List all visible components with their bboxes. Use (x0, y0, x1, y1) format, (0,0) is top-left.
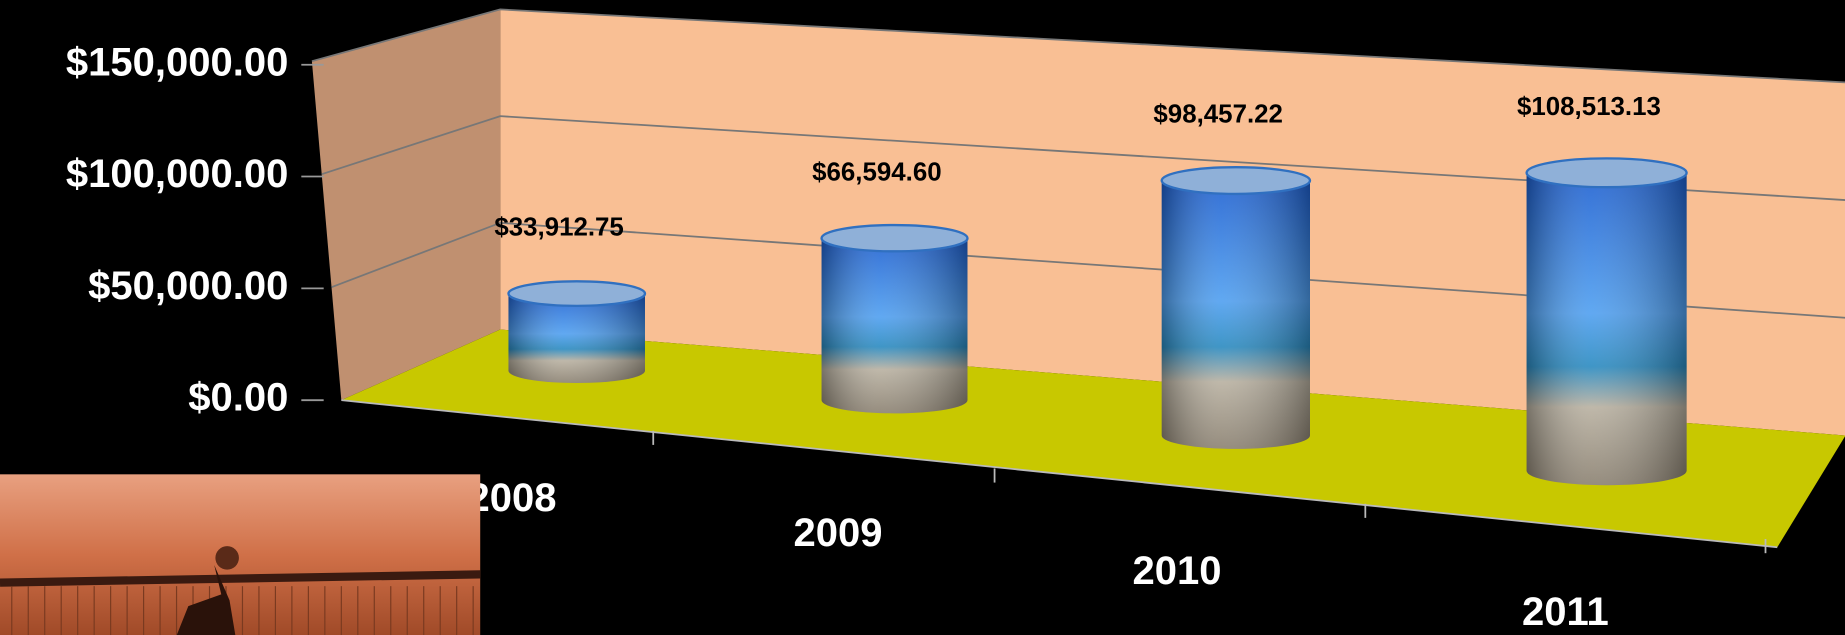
bar-top (820, 223, 969, 253)
bar-shade (508, 293, 645, 384)
photo-inset (0, 474, 481, 635)
bar-shade (1161, 180, 1311, 449)
photo-ball (215, 546, 239, 570)
y-tick-label: $100,000.00 (66, 152, 288, 196)
x-tick-label: 2009 (794, 511, 883, 555)
bar-top (507, 280, 647, 308)
photo-net (0, 570, 481, 587)
x-tick-label: 2008 (468, 476, 557, 520)
side-wall (311, 9, 501, 401)
value-label: $66,594.60 (812, 158, 942, 186)
plot: $0.00 $50,000.00 $100,000.00 $150,000.00 200… (0, 8, 1845, 635)
y-tick-label: $0.00 (188, 376, 288, 420)
photo-background (0, 474, 481, 635)
x-tick-label: 2010 (1133, 549, 1222, 593)
grid-line (331, 221, 1845, 319)
x-tick-label: 2011 (1522, 590, 1609, 634)
bar-top (1525, 157, 1688, 189)
bar-shade (821, 238, 968, 414)
floor (341, 329, 1845, 548)
bar-top (1160, 166, 1312, 196)
photo-player (176, 564, 236, 635)
value-label: $98,457.22 (1153, 101, 1283, 129)
y-tick-label: $50,000.00 (88, 264, 288, 308)
value-label: $33,912.75 (494, 214, 624, 242)
value-label: $108,513.13 (1517, 93, 1661, 121)
bar-shade (1526, 172, 1687, 486)
y-tick-label: $150,000.00 (66, 40, 288, 84)
grid-line (321, 115, 1845, 201)
grid-line (311, 8, 1845, 84)
x-axis-line (341, 399, 1778, 549)
